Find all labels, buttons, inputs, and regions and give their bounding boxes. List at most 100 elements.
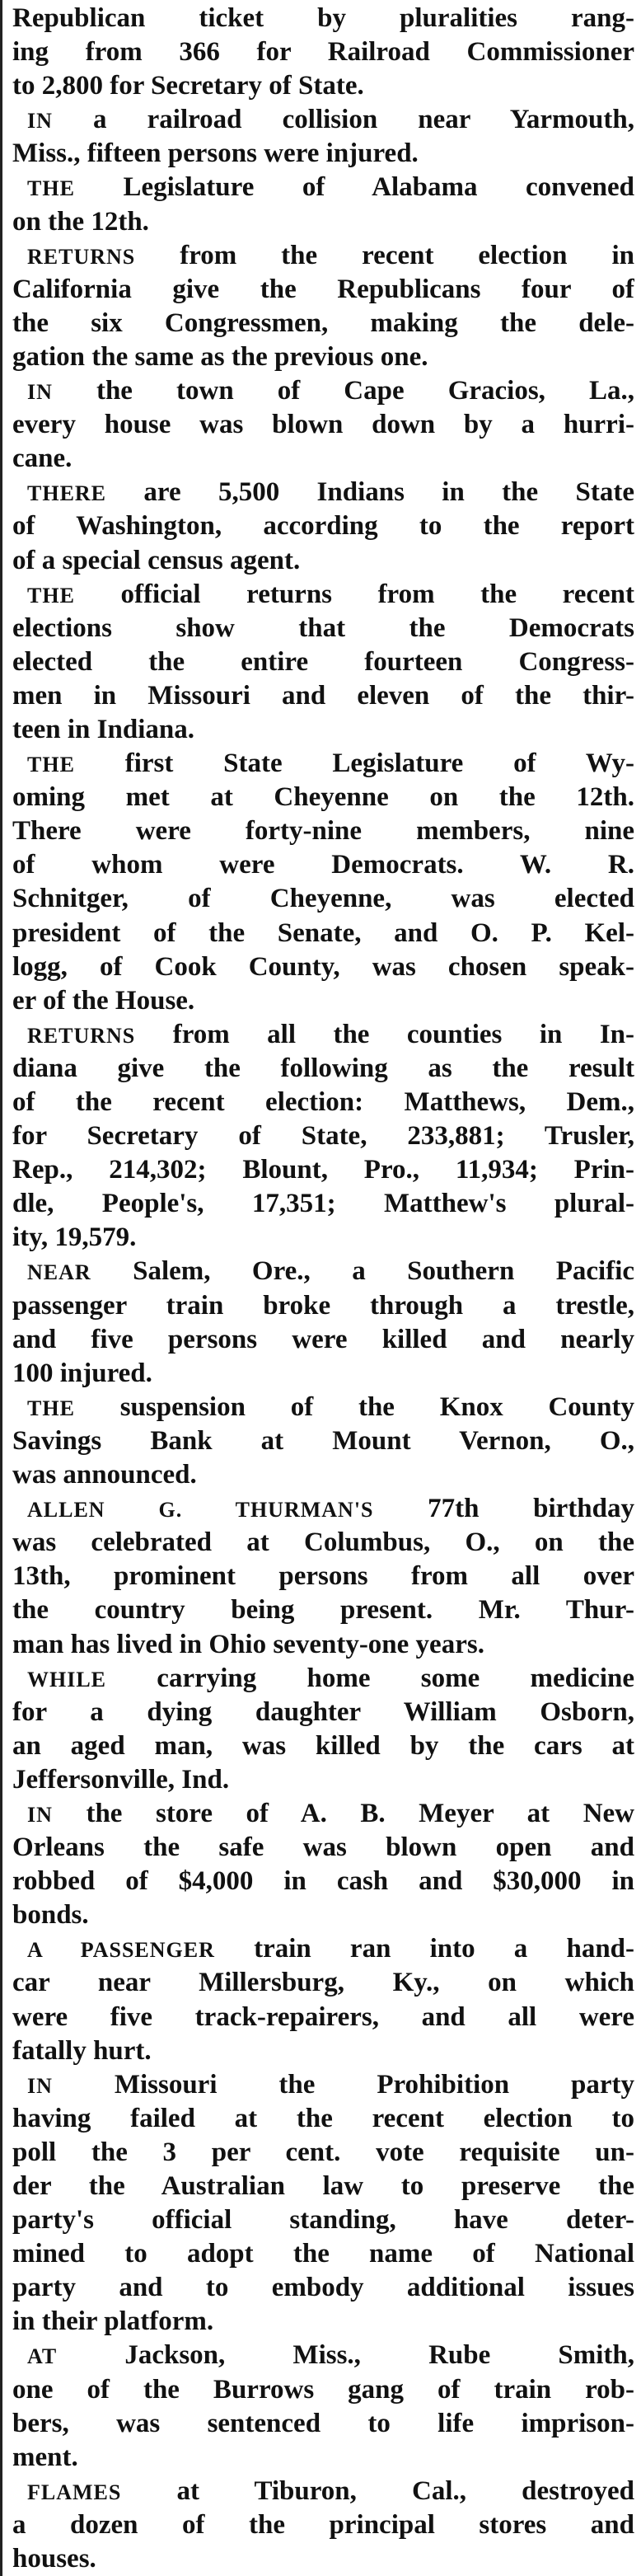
text-line: mined to adopt the name of National <box>12 2237 634 2271</box>
text-line: ALLEN G. THURMAN'S 77th birthday <box>12 1492 634 1526</box>
line-text: every house was blown down by a hurri- <box>12 410 634 440</box>
line-text: party's official standing, have deter- <box>12 2205 634 2236</box>
text-line: oming met at Cheyenne on the 12th. <box>12 781 634 814</box>
line-text: robbed of $4,000 in cash and $30,000 in <box>12 1866 634 1897</box>
line-text: ing from 366 for Railroad Commissioner <box>12 37 634 68</box>
text-line: poll the 3 per cent. vote requisite un- <box>12 2136 634 2170</box>
line-text: man has lived in Ohio seventy-one years. <box>12 1629 484 1659</box>
text-line: robbed of $4,000 in cash and $30,000 in <box>12 1865 634 1898</box>
line-text: teen in Indiana. <box>12 714 194 744</box>
line-text: dle, People's, 17,351; Matthew's plural- <box>12 1189 634 1219</box>
text-line: logg, of Cook County, was chosen speak- <box>12 950 634 984</box>
text-line: of a special census agent. <box>12 544 634 578</box>
text-line: an aged man, was killed by the cars at <box>12 1729 634 1763</box>
line-text: a dozen of the principal stores and <box>12 2509 634 2540</box>
lead-word: RETURNS <box>27 1023 136 1048</box>
line-text: der the Australian law to preserve the <box>12 2171 634 2201</box>
lead-word: RETURNS <box>27 244 136 269</box>
text-line: elections show that the Democrats <box>12 612 634 645</box>
line-text: There were forty-nine members, nine <box>12 816 634 847</box>
text-line: dle, People's, 17,351; Matthew's plural- <box>12 1187 634 1221</box>
text-line: to 2,800 for Secretary of State. <box>12 69 634 103</box>
text-line: was announced. <box>12 1458 634 1492</box>
text-line: NEAR Salem, Ore., a Southern Pacific <box>12 1255 634 1288</box>
text-line: the country being present. Mr. Thur- <box>12 1593 634 1627</box>
text-line: men in Missouri and eleven of the thir- <box>12 679 634 713</box>
text-line: having failed at the recent election to <box>12 2102 634 2136</box>
text-line: 100 injured. <box>12 1357 634 1391</box>
text-line: Schnitger, of Cheyenne, was elected <box>12 882 634 916</box>
line-text: of a special census agent. <box>12 545 301 575</box>
line-text: carrying home some medicine <box>157 1663 634 1693</box>
line-text: Schnitger, of Cheyenne, was elected <box>12 884 634 914</box>
line-text: of Washington, according to the report <box>12 511 634 542</box>
text-line: one of the Burrows gang of train rob- <box>12 2373 634 2407</box>
text-line: in their platform. <box>12 2305 634 2339</box>
lead-word: THE <box>27 176 75 201</box>
line-text: for Secretary of State, 233,881; Trusler… <box>12 1121 634 1152</box>
lead-word: IN <box>27 1802 53 1827</box>
line-text: California give the Republicans four of <box>12 274 634 304</box>
lead-word: A PASSENGER <box>27 1938 215 1963</box>
text-line: Republican ticket by pluralities rang- <box>12 2 634 35</box>
line-text: ment. <box>12 2442 78 2472</box>
lead-word: IN <box>27 380 53 405</box>
line-text: bers, was sentenced to life imprison- <box>12 2408 634 2438</box>
text-line: RETURNS from all the counties in In- <box>12 1018 634 1052</box>
line-text: having failed at the recent election to <box>12 2103 634 2133</box>
text-line: er of the House. <box>12 984 634 1018</box>
line-text: of the recent election: Matthews, Dem., <box>12 1087 634 1117</box>
text-line: A PASSENGER train ran into a hand- <box>12 1932 634 1966</box>
line-text: 77th birthday <box>428 1494 634 1524</box>
line-text: are 5,500 Indians in the State <box>143 477 634 508</box>
text-line: every house was blown down by a hurri- <box>12 408 634 442</box>
text-line: der the Australian law to preserve the <box>12 2170 634 2203</box>
text-line: and five persons were killed and nearly <box>12 1323 634 1357</box>
lead-word: THE <box>27 1396 75 1420</box>
line-text: mined to adopt the name of National <box>12 2239 634 2269</box>
line-text: gation the same as the previous one. <box>12 341 428 372</box>
line-text: cane. <box>12 443 73 474</box>
text-line: cane. <box>12 442 634 476</box>
text-line: party's official standing, have deter- <box>12 2203 634 2237</box>
line-text: on the 12th. <box>12 206 149 237</box>
text-line: diana give the following as the result <box>12 1052 634 1086</box>
line-text: houses. <box>12 2544 96 2574</box>
lead-word: NEAR <box>27 1260 91 1285</box>
line-text: men in Missouri and eleven of the thir- <box>12 680 634 711</box>
line-text: fatally hurt. <box>12 2035 152 2066</box>
text-line: THE official returns from the recent <box>12 578 634 612</box>
text-line: were five track-repairers, and all were <box>12 2001 634 2034</box>
line-text: suspension of the Knox County <box>119 1391 634 1422</box>
text-line: Jeffersonville, Ind. <box>12 1763 634 1797</box>
text-line: FLAMES at Tiburon, Cal., destroyed <box>12 2475 634 2508</box>
text-line: a dozen of the principal stores and <box>12 2508 634 2542</box>
text-line: THE first State Legislature of Wy- <box>12 747 634 781</box>
text-line: THE Legislature of Alabama convened <box>12 171 634 204</box>
line-text: car near Millersburg, Ky., on which <box>12 1968 634 1998</box>
line-text: Jackson, Miss., Rube Smith, <box>124 2340 634 2371</box>
line-text: of whom were Democrats. W. R. <box>12 850 634 880</box>
text-line: elected the entire fourteen Congress- <box>12 645 634 679</box>
line-text: party and to embody additional issues <box>12 2273 634 2303</box>
line-text: and five persons were killed and nearly <box>12 1324 634 1354</box>
line-text: from all the counties in In- <box>172 1019 634 1049</box>
text-line: THE suspension of the Knox County <box>12 1391 634 1424</box>
text-line: ity, 19,579. <box>12 1221 634 1255</box>
text-line: gation the same as the previous one. <box>12 340 634 374</box>
line-text: Missouri the Prohibition party <box>114 2069 634 2100</box>
line-text: train ran into a hand- <box>254 1934 634 1964</box>
lead-word: WHILE <box>27 1667 107 1692</box>
text-line: teen in Indiana. <box>12 713 634 747</box>
line-text: diana give the following as the result <box>12 1053 634 1083</box>
line-text: Miss., fifteen persons were injured. <box>12 138 419 169</box>
line-text: passenger train broke through a trestle, <box>12 1290 634 1321</box>
line-text: 13th, prominent persons from all over <box>12 1561 634 1592</box>
line-text: poll the 3 per cent. vote requisite un- <box>12 2137 634 2167</box>
text-line: RETURNS from the recent election in <box>12 239 634 273</box>
text-line: IN the store of A. B. Meyer at New <box>12 1797 634 1831</box>
text-line: IN the town of Cape Gracios, La., <box>12 374 634 408</box>
lead-word: THE <box>27 753 75 777</box>
lead-word: THE <box>27 583 75 608</box>
text-line: Miss., fifteen persons were injured. <box>12 137 634 171</box>
